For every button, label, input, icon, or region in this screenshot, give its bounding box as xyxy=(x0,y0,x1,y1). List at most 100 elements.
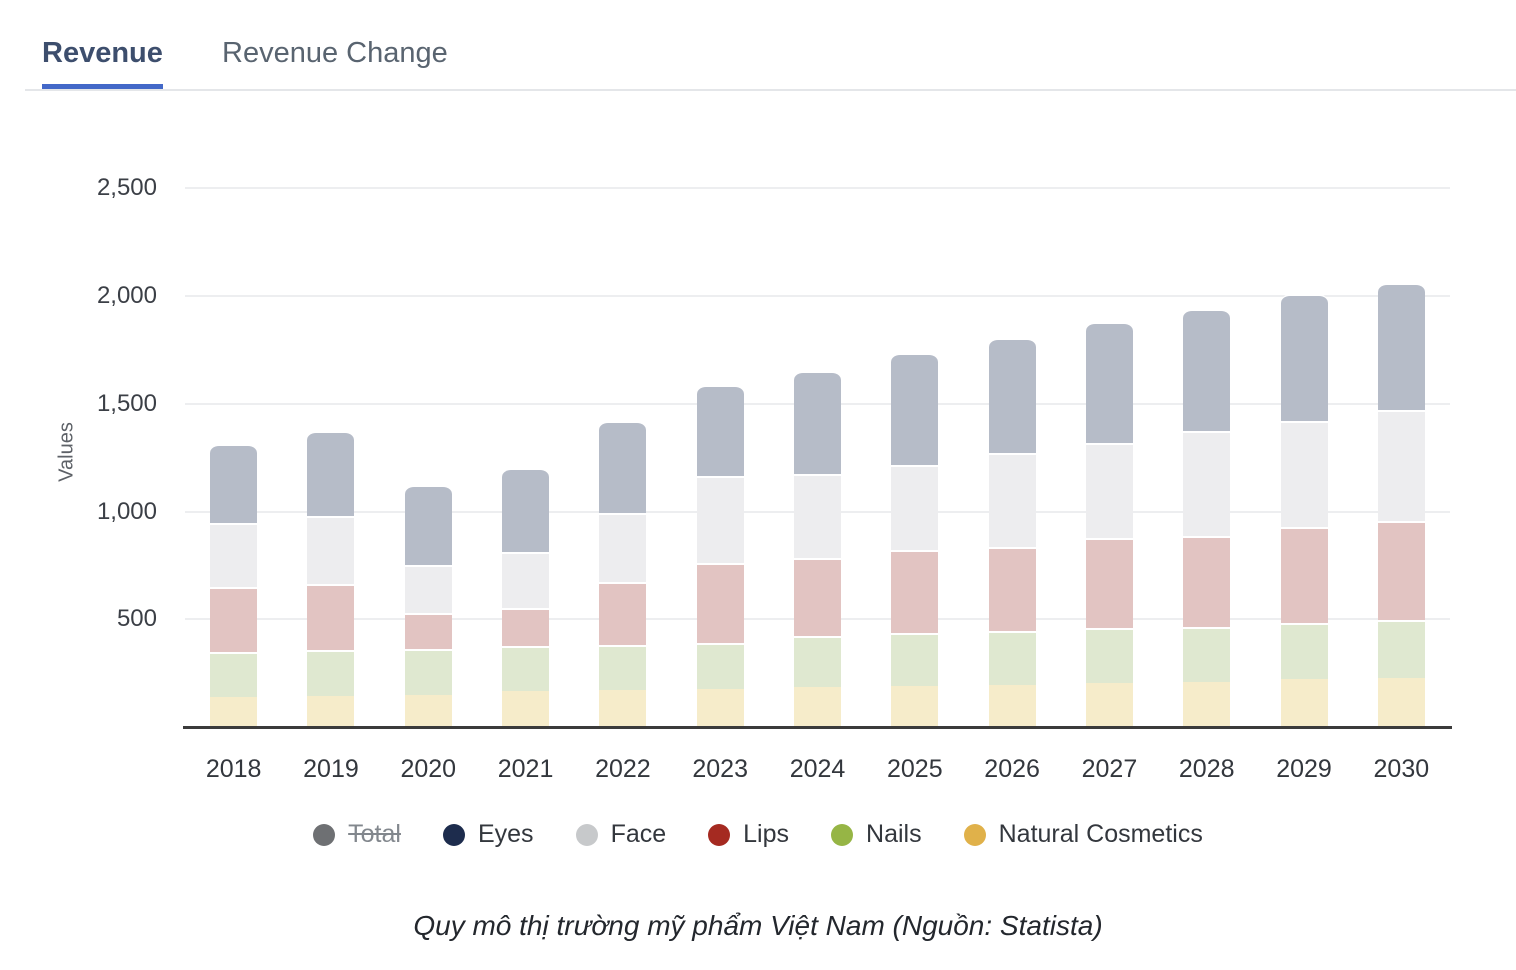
y-axis-title: Values xyxy=(55,422,78,482)
bar-segment-nails-2028[interactable] xyxy=(1183,626,1231,682)
bar-segment-eyes-2021[interactable] xyxy=(502,468,550,553)
bar-segment-natural-cosmetics-2027[interactable] xyxy=(1085,682,1133,727)
y-tick-label-2500: 2,500 xyxy=(96,174,157,202)
bar-2027[interactable] xyxy=(1085,321,1133,727)
bar-segment-face-2026[interactable] xyxy=(988,453,1036,547)
bar-segment-lips-2029[interactable] xyxy=(1280,527,1328,623)
bar-segment-nails-2025[interactable] xyxy=(891,632,939,687)
bar-segment-nails-2030[interactable] xyxy=(1377,620,1425,678)
bar-segment-face-2019[interactable] xyxy=(307,515,355,584)
x-tick-label-2029: 2029 xyxy=(1276,755,1332,783)
bar-2025[interactable] xyxy=(891,353,939,727)
bar-segment-natural-cosmetics-2026[interactable] xyxy=(988,684,1036,727)
bar-segment-eyes-2028[interactable] xyxy=(1183,308,1231,432)
bar-segment-face-2025[interactable] xyxy=(891,465,939,550)
bar-segment-face-2021[interactable] xyxy=(502,552,550,608)
bar-2020[interactable] xyxy=(404,484,452,727)
bar-segment-lips-2020[interactable] xyxy=(404,613,452,649)
bar-segment-lips-2030[interactable] xyxy=(1377,521,1425,621)
bar-segment-face-2029[interactable] xyxy=(1280,421,1328,528)
bar-segment-nails-2024[interactable] xyxy=(794,635,841,688)
bar-segment-eyes-2023[interactable] xyxy=(696,385,744,476)
legend-item-lips[interactable]: Lips xyxy=(708,820,789,849)
bar-2023[interactable] xyxy=(696,385,744,727)
bar-2022[interactable] xyxy=(599,421,647,727)
bar-segment-eyes-2019[interactable] xyxy=(307,430,355,516)
bar-segment-lips-2022[interactable] xyxy=(599,581,647,645)
legend-item-natural-cosmetics[interactable]: Natural Cosmetics xyxy=(963,820,1203,849)
bar-segment-nails-2022[interactable] xyxy=(599,644,647,691)
bar-segment-natural-cosmetics-2018[interactable] xyxy=(210,696,258,727)
bar-segment-natural-cosmetics-2024[interactable] xyxy=(794,687,841,727)
bar-2030[interactable] xyxy=(1377,283,1425,727)
bar-segment-natural-cosmetics-2029[interactable] xyxy=(1280,679,1328,727)
bar-segment-lips-2027[interactable] xyxy=(1085,537,1133,628)
bar-segment-nails-2029[interactable] xyxy=(1280,622,1328,680)
bar-segment-natural-cosmetics-2028[interactable] xyxy=(1183,681,1231,727)
bar-segment-nails-2027[interactable] xyxy=(1085,627,1133,683)
bar-segment-face-2018[interactable] xyxy=(210,523,258,588)
bar-segment-face-2024[interactable] xyxy=(794,474,841,558)
bar-segment-face-2028[interactable] xyxy=(1183,431,1231,536)
legend-label-nails: Nails xyxy=(866,820,922,848)
bar-segment-eyes-2020[interactable] xyxy=(404,484,452,566)
bar-segment-natural-cosmetics-2020[interactable] xyxy=(404,694,452,727)
legend-label-natural-cosmetics: Natural Cosmetics xyxy=(998,820,1203,848)
bar-segment-nails-2026[interactable] xyxy=(988,630,1036,685)
tab-revenue[interactable]: Revenue xyxy=(42,36,163,91)
bar-segment-face-2030[interactable] xyxy=(1377,410,1425,522)
tab-revenue-change[interactable]: Revenue Change xyxy=(222,36,448,70)
x-axis-labels: 2018 2019 2020 2021 2022 2023 2024 2025 2026 2027… xyxy=(185,755,1450,789)
bar-2018[interactable] xyxy=(210,443,258,727)
bar-segment-eyes-2029[interactable] xyxy=(1280,293,1328,422)
bar-segment-natural-cosmetics-2019[interactable] xyxy=(307,695,355,727)
bar-segment-natural-cosmetics-2025[interactable] xyxy=(891,686,939,727)
bar-segment-nails-2018[interactable] xyxy=(210,651,258,697)
legend-swatch-natural-cosmetics-icon xyxy=(963,823,986,846)
legend-item-face[interactable]: Face xyxy=(575,820,666,849)
legend-label-eyes: Eyes xyxy=(477,820,534,848)
bar-segment-face-2023[interactable] xyxy=(696,475,744,563)
bar-segment-eyes-2026[interactable] xyxy=(988,338,1036,454)
bar-segment-lips-2028[interactable] xyxy=(1183,535,1231,627)
bar-segment-lips-2018[interactable] xyxy=(210,587,258,652)
bar-segment-eyes-2025[interactable] xyxy=(891,353,939,466)
bar-segment-lips-2024[interactable] xyxy=(794,557,841,636)
bar-segment-eyes-2030[interactable] xyxy=(1377,283,1425,411)
bar-segment-eyes-2018[interactable] xyxy=(210,443,258,524)
bar-segment-nails-2021[interactable] xyxy=(502,645,550,692)
bar-segment-lips-2021[interactable] xyxy=(502,607,550,646)
bar-segment-lips-2025[interactable] xyxy=(891,549,939,633)
bar-segment-nails-2023[interactable] xyxy=(696,642,744,690)
bar-2021[interactable] xyxy=(502,468,550,727)
bar-2029[interactable] xyxy=(1280,293,1328,727)
bar-segment-nails-2019[interactable] xyxy=(307,649,355,696)
tab-revenue-change-label: Revenue Change xyxy=(222,37,448,69)
bar-segment-eyes-2027[interactable] xyxy=(1085,321,1133,443)
legend-item-total[interactable]: Total xyxy=(313,820,401,849)
bar-segment-eyes-2024[interactable] xyxy=(794,371,841,475)
bar-segment-natural-cosmetics-2022[interactable] xyxy=(599,690,647,727)
bar-segment-eyes-2022[interactable] xyxy=(599,421,647,513)
bar-segment-face-2022[interactable] xyxy=(599,512,647,582)
x-tick-label-2018: 2018 xyxy=(205,755,262,783)
bar-2024[interactable] xyxy=(794,371,841,727)
bar-segment-lips-2026[interactable] xyxy=(988,546,1036,631)
legend-item-nails[interactable]: Nails xyxy=(831,820,922,849)
bar-segment-face-2020[interactable] xyxy=(404,565,452,614)
legend-swatch-face-icon xyxy=(575,823,598,846)
bar-segment-nails-2020[interactable] xyxy=(404,648,452,695)
bar-segment-lips-2023[interactable] xyxy=(696,562,744,643)
bar-segment-natural-cosmetics-2023[interactable] xyxy=(696,689,744,727)
bar-segment-lips-2019[interactable] xyxy=(307,583,355,650)
tab-bar: Revenue Revenue Change xyxy=(0,0,1516,92)
legend-item-eyes[interactable]: Eyes xyxy=(442,820,534,849)
bar-segment-natural-cosmetics-2021[interactable] xyxy=(502,691,550,727)
chart-caption: Quy mô thị trường mỹ phẩm Việt Nam (Nguồ… xyxy=(413,910,1103,941)
bar-2026[interactable] xyxy=(988,338,1036,727)
bar-segment-natural-cosmetics-2030[interactable] xyxy=(1377,677,1425,727)
bar-2028[interactable] xyxy=(1183,308,1231,727)
bar-segment-face-2027[interactable] xyxy=(1085,442,1133,538)
bar-2019[interactable] xyxy=(307,430,355,727)
